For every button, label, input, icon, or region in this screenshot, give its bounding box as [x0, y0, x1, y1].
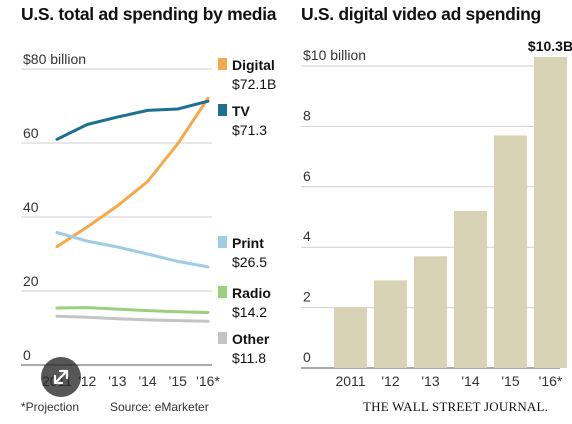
- x-tick-label: '14: [461, 373, 479, 389]
- y-tick-label: $80 billion: [23, 51, 86, 67]
- legend-name-digital: Digital: [232, 57, 275, 73]
- x-tick-label: '16*: [196, 373, 220, 389]
- y-tick-label: 40: [23, 199, 39, 215]
- x-tick-label: '12: [78, 373, 96, 389]
- legend-swatch-radio: [218, 286, 227, 298]
- legend-value-tv: $71.3: [232, 122, 267, 138]
- x-tick-label: '13: [108, 373, 126, 389]
- legend-name-tv: TV: [232, 103, 251, 119]
- y-tick-label: 6: [303, 168, 311, 184]
- series-line-radio: [55, 306, 210, 314]
- publisher-name: THE WALL STREET JOURNAL.: [363, 399, 549, 414]
- legend-name-other: Other: [232, 331, 270, 347]
- x-tick-label: '13: [421, 373, 439, 389]
- legend-swatch-print: [218, 236, 227, 248]
- y-tick-label: 0: [303, 349, 311, 365]
- y-tick-label: 0: [23, 347, 31, 363]
- x-tick-label: '14: [138, 373, 156, 389]
- x-tick-label: '12: [381, 373, 399, 389]
- legend-swatch-tv: [218, 104, 227, 116]
- bar: [374, 280, 407, 368]
- source-note: Source: eMarketer: [110, 400, 209, 414]
- bar-chart: 0 2 4 6 8 $10 billion 2011 '12 '13 '14 '15 '16* $10.…: [301, 38, 572, 389]
- right-chart-title: U.S. digital video ad spending: [301, 4, 541, 24]
- series-line-digital: [55, 96, 210, 249]
- y-tick-label: 2: [303, 289, 311, 305]
- bar: [414, 256, 447, 368]
- series-line-other: [55, 314, 210, 323]
- legend-swatch-digital: [218, 58, 227, 70]
- bar: [454, 210, 487, 368]
- y-tick-label: 60: [23, 125, 39, 141]
- series-line-print: [55, 231, 210, 269]
- legend-name-print: Print: [232, 235, 264, 251]
- legend-swatch-other: [218, 332, 227, 344]
- bar-data-label: $10.3B: [528, 38, 572, 54]
- x-tick-label: 2011: [335, 373, 365, 389]
- y-tick-label: $10 billion: [303, 47, 366, 63]
- y-tick-label: 4: [303, 228, 311, 244]
- legend-value-digital: $72.1B: [232, 76, 276, 92]
- y-tick-label: 8: [303, 107, 311, 123]
- left-chart-title: U.S. total ad spending by media: [21, 4, 277, 24]
- expand-arrows-icon: [53, 369, 69, 385]
- y-tick-label: 20: [23, 273, 39, 289]
- x-tick-label: '15: [169, 373, 187, 389]
- legend-value-radio: $14.2: [232, 304, 267, 320]
- bar: [494, 135, 527, 368]
- x-tick-label: '15: [501, 373, 519, 389]
- bar: [334, 307, 367, 368]
- projection-note: *Projection: [21, 400, 80, 414]
- legend-value-other: $11.8: [232, 350, 266, 366]
- x-tick-label: '16*: [539, 373, 563, 389]
- series-line-tv: [55, 99, 210, 141]
- bar: [534, 56, 567, 368]
- legend-value-print: $26.5: [232, 254, 267, 270]
- expand-button[interactable]: [41, 357, 81, 397]
- legend-name-radio: Radio: [232, 285, 271, 301]
